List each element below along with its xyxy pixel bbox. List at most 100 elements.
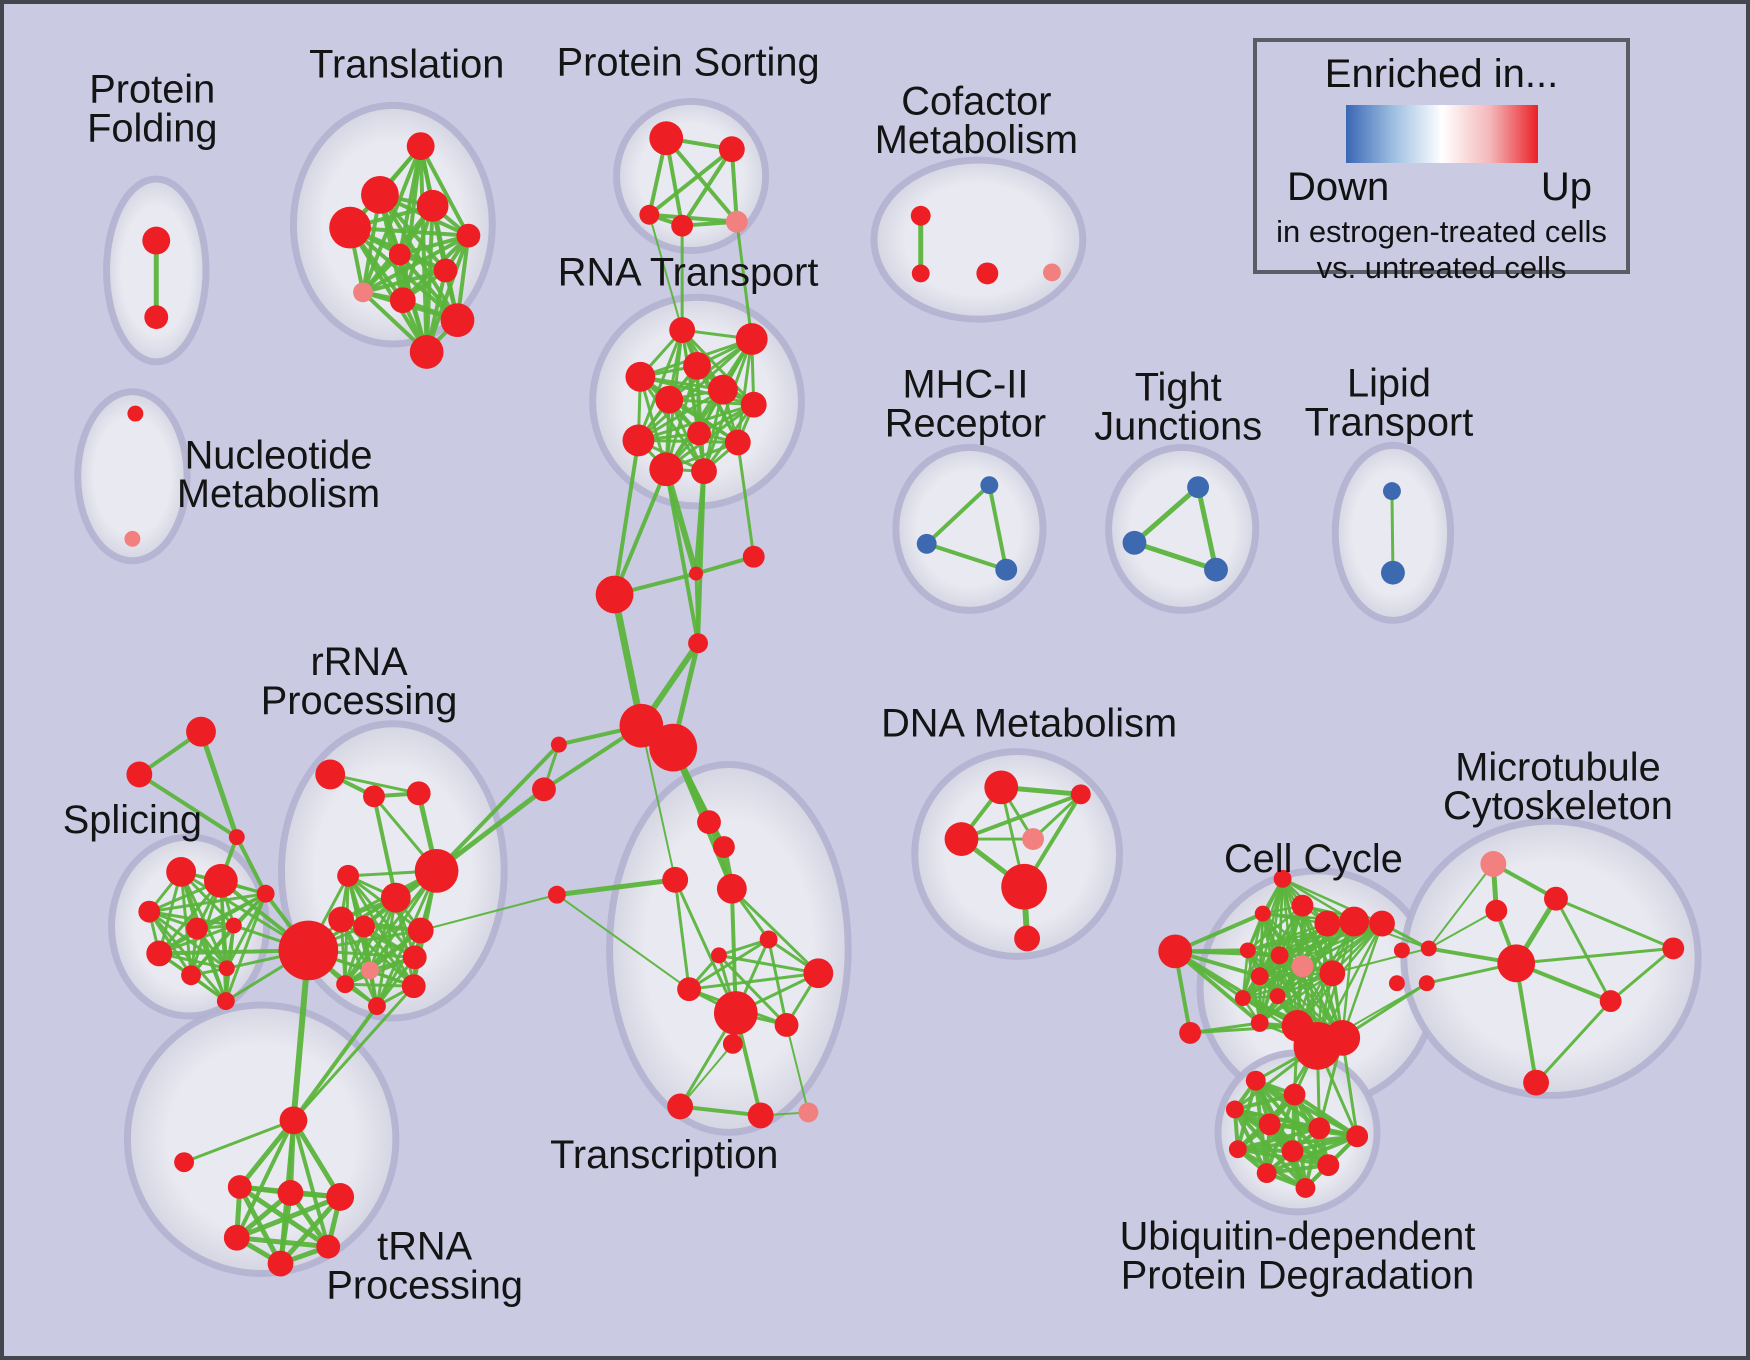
- node-cc2: [1179, 1021, 1202, 1044]
- node-dm1: [984, 770, 1019, 805]
- node-rr13: [401, 974, 426, 999]
- node-cf2: [911, 264, 930, 283]
- edge: [649, 212, 737, 224]
- node-ub8: [1281, 1140, 1304, 1163]
- edge: [960, 792, 1082, 841]
- node-tx12: [667, 1093, 694, 1120]
- cluster-label-cell-cycle: Cell Cycle: [1224, 836, 1403, 880]
- node-tr8: [353, 282, 373, 303]
- node-mt6: [1523, 1069, 1550, 1096]
- legend-title: Enriched in...: [1324, 52, 1559, 96]
- nodes-layer: [124, 121, 1685, 1277]
- edge: [1133, 540, 1217, 573]
- cluster-label-mhc-ii-receptor: MHC-II Receptor: [885, 362, 1046, 445]
- node-ub6: [1346, 1125, 1369, 1148]
- node-ub3: [1225, 1100, 1244, 1119]
- edge: [648, 214, 684, 331]
- edge: [1241, 878, 1284, 999]
- node-sp2: [203, 863, 238, 898]
- node-rt3: [683, 351, 711, 380]
- node-ch6: [649, 723, 698, 772]
- edge: [696, 471, 706, 644]
- cluster-labels-layer: Protein Folding Translation Protein Sorting…: [63, 40, 1673, 1307]
- node-rr6: [380, 882, 411, 913]
- edge: [1428, 909, 1497, 950]
- node-tx9: [713, 991, 758, 1035]
- node-rr10: [402, 945, 427, 970]
- node-tr2: [361, 175, 399, 214]
- cluster-label-rna-transport: RNA Transport: [558, 250, 819, 294]
- edge: [372, 795, 398, 899]
- node-dm2: [1070, 784, 1091, 805]
- node-rr14: [368, 997, 386, 1016]
- node-lp2: [1381, 560, 1405, 585]
- node-spB: [126, 761, 153, 788]
- edge: [1516, 946, 1674, 965]
- edge: [611, 593, 645, 727]
- cluster-bubble-cofactor-metabolism: [870, 156, 1087, 323]
- node-ub7: [1228, 1140, 1247, 1159]
- edge: [291, 1004, 379, 1122]
- edge: [1332, 947, 1429, 975]
- node-t2: [277, 1180, 304, 1206]
- node-sp7: [181, 965, 201, 986]
- node-tr11: [409, 335, 444, 369]
- node-tx2: [712, 836, 735, 858]
- node-rt4: [625, 361, 656, 392]
- node-t3: [326, 1183, 355, 1211]
- edge: [1132, 485, 1200, 545]
- node-mt2: [1544, 886, 1568, 911]
- node-rt12: [691, 458, 717, 485]
- node-ps5: [725, 210, 748, 233]
- node-ps2: [718, 136, 745, 163]
- edge: [679, 1043, 734, 1108]
- edge: [348, 226, 429, 353]
- edge: [375, 929, 422, 1007]
- node-rt6: [707, 374, 738, 405]
- legend-caption-line2: vs. untreated cells: [1316, 250, 1567, 285]
- node-spC: [228, 829, 245, 846]
- cluster-label-dna-metabolism: DNA Metabolism: [881, 701, 1177, 745]
- cluster-bubble-nucleotide-metabolism: [74, 388, 191, 565]
- edge: [669, 398, 754, 407]
- edge: [343, 896, 398, 985]
- node-tr6: [388, 243, 411, 266]
- node-tx5: [759, 930, 778, 949]
- node-sp9: [216, 992, 235, 1011]
- node-tx3: [662, 866, 689, 893]
- edge: [736, 442, 756, 557]
- edge: [664, 136, 739, 223]
- node-t1: [227, 1175, 252, 1199]
- legend: Enriched in... Down Up in estrogen-treat…: [1253, 38, 1630, 285]
- edge: [435, 787, 546, 873]
- edge: [346, 875, 416, 987]
- legend-endpoint-labels: Down Up: [1257, 165, 1626, 210]
- node-lp1: [1382, 482, 1401, 501]
- edge: [424, 205, 435, 353]
- cluster-label-trna-processing: tRNA Processing: [326, 1224, 523, 1307]
- node-cc4: [1291, 894, 1314, 917]
- edge: [556, 893, 690, 990]
- edge: [1175, 949, 1280, 957]
- cluster-label-protein-folding: Protein Folding: [87, 67, 217, 150]
- node-rt7: [740, 391, 767, 418]
- edge: [925, 483, 991, 546]
- cluster-label-ubiquitin-degradation: Ubiquitin-dependent Protein Degradation: [1120, 1214, 1476, 1297]
- node-ch4: [688, 633, 708, 654]
- node-mc2: [1418, 975, 1435, 992]
- node-tx11: [722, 1033, 743, 1054]
- node-ub10: [1256, 1163, 1277, 1184]
- edge: [362, 233, 470, 295]
- cluster-bubble-tight-junctions: [1105, 443, 1260, 614]
- node-dm6: [1014, 925, 1041, 952]
- node-tr1: [406, 132, 435, 161]
- edge: [1341, 923, 1384, 1039]
- edge: [1242, 965, 1304, 1000]
- node-cc7: [1339, 906, 1370, 937]
- node-cf4: [1043, 263, 1061, 282]
- edge: [1554, 898, 1612, 1002]
- node-ps4: [671, 214, 694, 237]
- edge: [1555, 897, 1674, 950]
- node-pf1: [142, 226, 171, 255]
- edge: [237, 1185, 283, 1265]
